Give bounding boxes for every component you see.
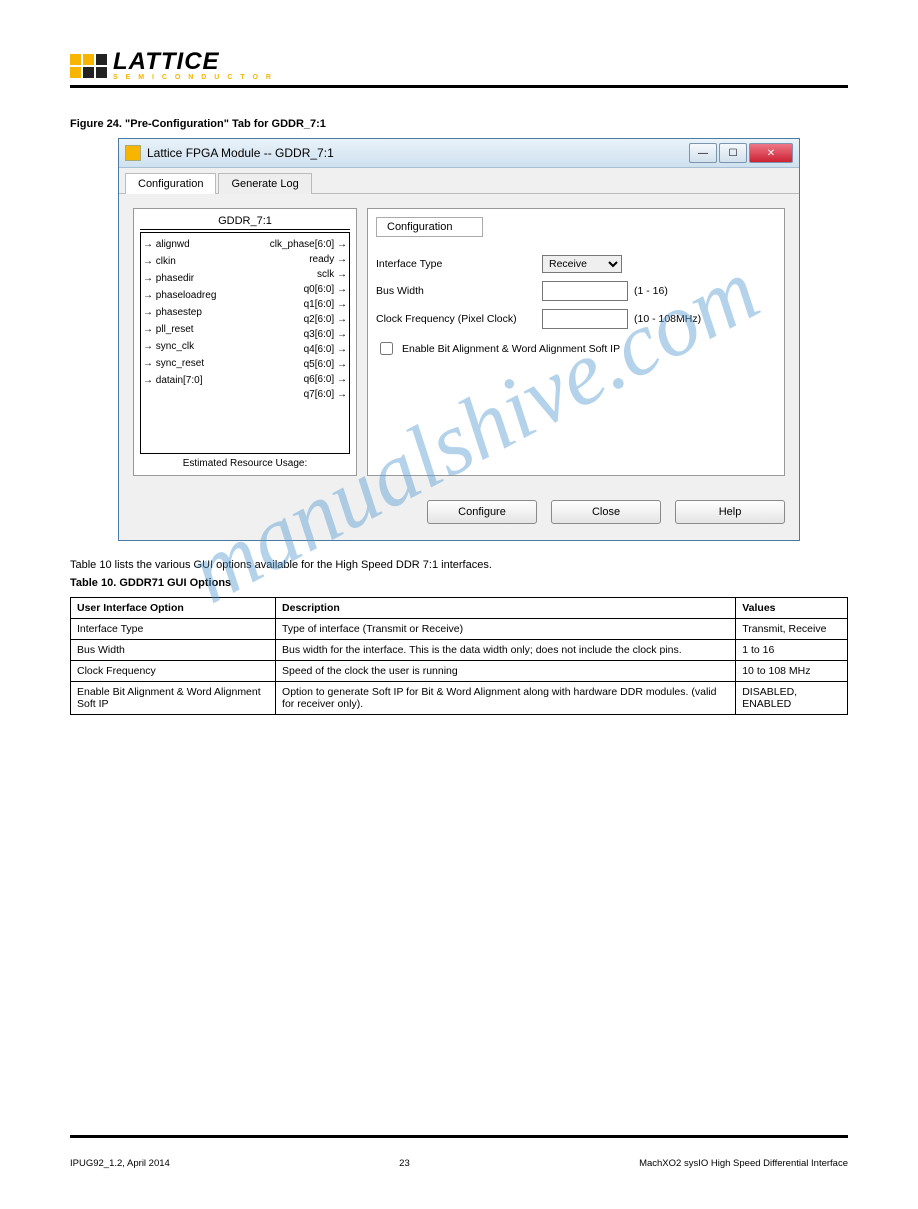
pin-in: alignwd [143, 239, 216, 250]
table-cell: Enable Bit Alignment & Word Alignment So… [71, 682, 276, 715]
app-icon [125, 145, 141, 161]
pin-out: q0[6:0] [270, 284, 347, 295]
pin-in: pll_reset [143, 324, 216, 335]
table-cell: Bus Width [71, 640, 276, 661]
footer-right: MachXO2 sysIO High Speed Differential In… [639, 1158, 848, 1169]
bus-width-label: Bus Width [376, 285, 536, 297]
clock-freq-range: (10 - 108MHz) [634, 313, 701, 325]
close-button[interactable]: ✕ [749, 143, 793, 163]
maximize-button[interactable]: ☐ [719, 143, 747, 163]
logo: LATTICE S E M I C O N D U C T O R [70, 50, 848, 81]
header-rule [70, 85, 848, 88]
pin-out: q5[6:0] [270, 359, 347, 370]
pin-in: phasestep [143, 307, 216, 318]
table-row: Clock FrequencySpeed of the clock the us… [71, 661, 848, 682]
pin-in: phasedir [143, 273, 216, 284]
configure-button[interactable]: Configure [427, 500, 537, 524]
table-header: User Interface Option [71, 598, 276, 619]
pin-in: sync_clk [143, 341, 216, 352]
logo-squares [70, 54, 107, 78]
window-title: Lattice FPGA Module -- GDDR_7:1 [147, 146, 334, 160]
dialog-window: Lattice FPGA Module -- GDDR_7:1 — ☐ ✕ Co… [118, 138, 800, 541]
table-caption: Table 10. GDDR71 GUI Options [70, 577, 848, 589]
titlebar: Lattice FPGA Module -- GDDR_7:1 — ☐ ✕ [119, 139, 799, 168]
minimize-button[interactable]: — [689, 143, 717, 163]
table-cell: 10 to 108 MHz [736, 661, 848, 682]
config-panel: Configuration Interface Type Receive Bus… [367, 208, 785, 476]
table-row: Bus WidthBus width for the interface. Th… [71, 640, 848, 661]
diagram-title: GDDR_7:1 [140, 215, 350, 230]
pin-out: ready [270, 254, 347, 265]
pin-out: q3[6:0] [270, 329, 347, 340]
pin-out: q4[6:0] [270, 344, 347, 355]
tab-strip: Configuration Generate Log [119, 168, 799, 194]
bus-width-range: (1 - 16) [634, 285, 668, 297]
help-button[interactable]: Help [675, 500, 785, 524]
enable-alignment-label: Enable Bit Alignment & Word Alignment So… [402, 343, 620, 355]
table-cell: DISABLED, ENABLED [736, 682, 848, 715]
figure-caption: Figure 24. "Pre-Configuration" Tab for G… [70, 118, 848, 130]
table-cell: Speed of the clock the user is running [276, 661, 736, 682]
pin-in: phaseloadreg [143, 290, 216, 301]
pin-in: clkin [143, 256, 216, 267]
footer-center: 23 [399, 1158, 410, 1169]
logo-sub-text: S E M I C O N D U C T O R [113, 74, 274, 81]
pin-out: q2[6:0] [270, 314, 347, 325]
interface-type-label: Interface Type [376, 258, 536, 270]
table-cell: Transmit, Receive [736, 619, 848, 640]
tab-configuration[interactable]: Configuration [125, 173, 216, 194]
close-dialog-button[interactable]: Close [551, 500, 661, 524]
clock-freq-label: Clock Frequency (Pixel Clock) [376, 313, 536, 325]
clock-freq-input[interactable] [542, 309, 628, 329]
table-cell: Interface Type [71, 619, 276, 640]
table-cell: Bus width for the interface. This is the… [276, 640, 736, 661]
pin-out: q6[6:0] [270, 374, 347, 385]
enable-alignment-checkbox[interactable] [380, 342, 393, 355]
logo-main-text: LATTICE [113, 50, 274, 74]
inner-tab-configuration[interactable]: Configuration [376, 217, 483, 237]
bus-width-input[interactable] [542, 281, 628, 301]
interface-type-select[interactable]: Receive [542, 255, 622, 273]
table-cell: Option to generate Soft IP for Bit & Wor… [276, 682, 736, 715]
table-cell: 1 to 16 [736, 640, 848, 661]
estimated-usage-label: Estimated Resource Usage: [140, 458, 350, 469]
diagram-panel: GDDR_7:1 alignwd clkin phasedir phaseloadre… [133, 208, 357, 476]
block-diagram: alignwd clkin phasedir phaseloadreg phaseste… [140, 232, 350, 454]
tab-generate-log[interactable]: Generate Log [218, 173, 311, 194]
table-row: Enable Bit Alignment & Word Alignment So… [71, 682, 848, 715]
table-description: Table 10 lists the various GUI options a… [70, 559, 848, 571]
pin-out: sclk [270, 269, 347, 280]
pin-in: sync_reset [143, 358, 216, 369]
pin-out: q1[6:0] [270, 299, 347, 310]
table-header: Description [276, 598, 736, 619]
table-row: Interface TypeType of interface (Transmi… [71, 619, 848, 640]
footer-left: IPUG92_1.2, April 2014 [70, 1158, 170, 1169]
pin-out: q7[6:0] [270, 389, 347, 400]
pin-out: clk_phase[6:0] [270, 239, 347, 250]
options-table: User Interface OptionDescriptionValues I… [70, 597, 848, 715]
table-cell: Clock Frequency [71, 661, 276, 682]
table-header: Values [736, 598, 848, 619]
table-cell: Type of interface (Transmit or Receive) [276, 619, 736, 640]
pin-in: datain[7:0] [143, 375, 216, 386]
page-footer: IPUG92_1.2, April 2014 23 MachXO2 sysIO … [70, 1135, 848, 1169]
